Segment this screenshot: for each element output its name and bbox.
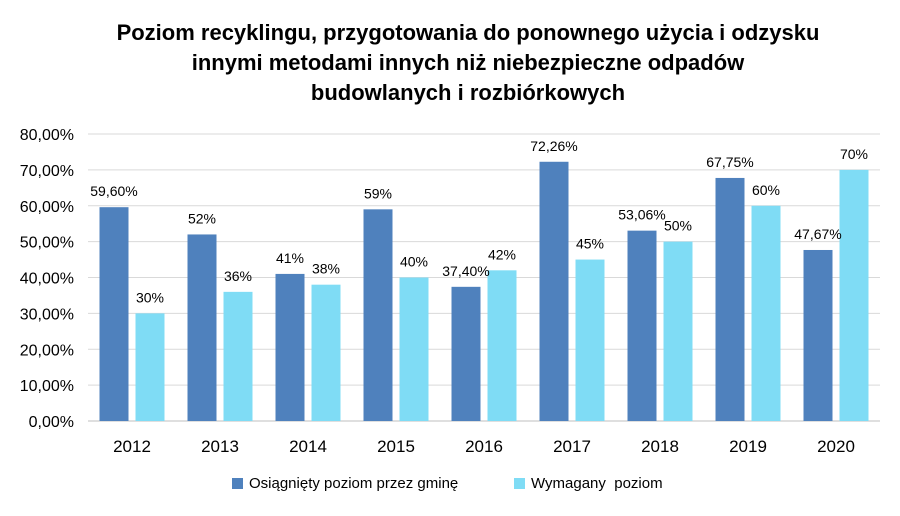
bar <box>539 161 569 421</box>
data-label: 47,67% <box>794 226 841 242</box>
bar <box>223 291 253 421</box>
y-tick-label: 40,00% <box>20 271 74 288</box>
bar <box>99 207 129 421</box>
y-tick-label: 50,00% <box>20 235 74 252</box>
x-tick-label: 2014 <box>289 437 327 456</box>
data-label: 37,40% <box>442 263 489 279</box>
x-tick-label: 2018 <box>641 437 679 456</box>
bar <box>487 270 517 421</box>
chart-title-line-2: innymi metodami innych niż niebezpieczne… <box>192 50 745 75</box>
bars <box>99 161 869 421</box>
bar <box>839 169 869 421</box>
legend: Osiągnięty poziom przez gminę Wymagany po… <box>232 475 663 492</box>
bar <box>399 277 429 421</box>
chart-title: Poziom recyklingu, przygotowania do pono… <box>117 20 820 105</box>
y-tick-label: 10,00% <box>20 378 74 395</box>
y-tick-label: 60,00% <box>20 199 74 216</box>
chart-title-line-1: Poziom recyklingu, przygotowania do pono… <box>117 20 820 45</box>
x-tick-label: 2015 <box>377 437 415 456</box>
bar <box>451 286 481 421</box>
data-label: 41% <box>276 250 304 266</box>
y-tick-label: 30,00% <box>20 306 74 323</box>
x-tick-label: 2012 <box>113 437 151 456</box>
data-label: 38% <box>312 261 340 277</box>
bar <box>275 273 305 421</box>
data-label: 70% <box>840 146 868 162</box>
data-labels: 59,60% 30% 52% 36% 41% 38% 59% 40% 37,40%42% 72,2… <box>90 138 868 306</box>
data-label: 52% <box>188 210 216 226</box>
bar <box>363 209 393 421</box>
x-tick-label: 2013 <box>201 437 239 456</box>
y-tick-label: 70,00% <box>20 163 74 180</box>
bar <box>135 313 165 421</box>
bar <box>575 259 605 421</box>
data-label: 42% <box>488 246 516 262</box>
x-tick-label: 2016 <box>465 437 503 456</box>
bar <box>715 177 745 421</box>
data-label: 72,26% <box>530 138 577 154</box>
data-label: 59% <box>364 185 392 201</box>
data-label: 60% <box>752 182 780 198</box>
bar <box>311 284 341 421</box>
data-label: 36% <box>224 268 252 284</box>
bar <box>751 205 781 421</box>
chart-title-line-3: budowlanych i rozbiórkowych <box>311 80 625 105</box>
data-label: 45% <box>576 236 604 252</box>
x-tick-label: 2020 <box>817 437 855 456</box>
data-label: 53,06% <box>618 207 665 223</box>
data-label: 67,75% <box>706 154 753 170</box>
x-tick-label: 2017 <box>553 437 591 456</box>
bar <box>627 230 657 421</box>
bar <box>803 249 833 421</box>
x-tick-label: 2019 <box>729 437 767 456</box>
y-axis: 0,00% 10,00% 20,00% 30,00% 40,00% 50,00% 60,00… <box>20 127 74 431</box>
data-label: 30% <box>136 289 164 305</box>
data-label: 40% <box>400 254 428 270</box>
x-axis: 2012 2013 2014 2015 2016 2017 2018 2019 2020 <box>113 437 855 456</box>
bar <box>663 241 693 421</box>
bar <box>187 234 217 421</box>
data-label: 59,60% <box>90 183 137 199</box>
legend-swatch <box>232 478 243 489</box>
legend-label: Osiągnięty poziom przez gminę <box>249 475 458 492</box>
gridlines <box>88 133 880 422</box>
y-tick-label: 0,00% <box>29 414 74 431</box>
y-tick-label: 80,00% <box>20 127 74 144</box>
legend-swatch <box>514 478 525 489</box>
legend-label: Wymagany poziom <box>531 475 663 492</box>
y-tick-label: 20,00% <box>20 342 74 359</box>
data-label: 50% <box>664 218 692 234</box>
